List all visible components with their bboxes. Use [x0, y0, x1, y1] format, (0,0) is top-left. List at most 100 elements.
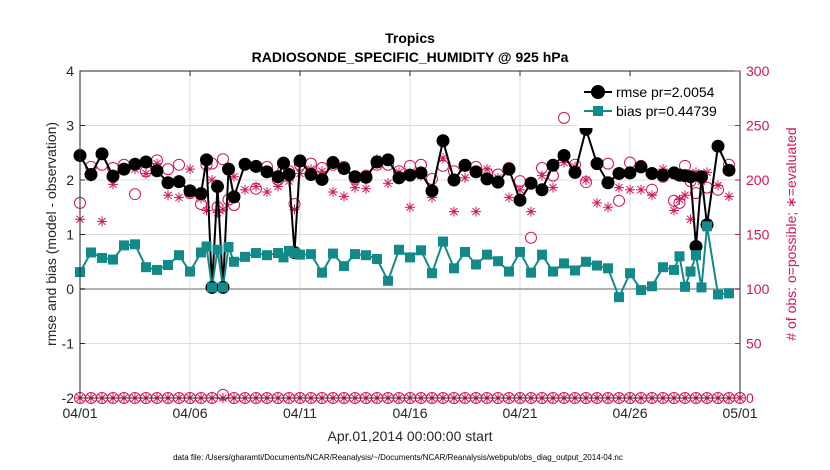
bias-point [702, 221, 712, 232]
bias-point [592, 260, 602, 271]
evaluated-obs-point [669, 205, 679, 216]
evaluated-obs-point [174, 192, 184, 203]
y2-tick-label: 200 [746, 172, 770, 188]
bias-point [383, 275, 393, 286]
rmse-point [568, 165, 582, 179]
bias-point [284, 245, 294, 256]
bias-point [471, 259, 481, 270]
x-tick-label: 04/16 [392, 405, 427, 421]
x-tick-label: 04/01 [62, 405, 97, 421]
bias-point [240, 251, 250, 262]
evaluated-obs-point [504, 192, 514, 203]
rmse-point [502, 162, 516, 176]
bias-point [196, 247, 206, 258]
y2-tick-label: 100 [746, 281, 770, 297]
bias-point [394, 244, 404, 255]
bias-point [559, 258, 569, 269]
rmse-point [128, 157, 142, 171]
rmse-point [260, 165, 274, 179]
x-axis-label: Apr.01,2014 00:00:00 start [327, 428, 492, 444]
bias-point [328, 248, 338, 259]
rmse-point [480, 172, 494, 186]
evaluated-obs-point [537, 170, 547, 181]
rmse-point [84, 168, 98, 182]
bias-point [515, 246, 525, 257]
bias-point [229, 256, 239, 267]
evaluated-obs-point [548, 182, 558, 193]
bias-point [218, 282, 228, 293]
data-series [73, 122, 736, 303]
legend-rmse-label: rmse pr=2.0054 [616, 84, 715, 100]
bias-point [289, 248, 300, 259]
bias-point [152, 264, 162, 275]
evaluated-obs-point [141, 168, 151, 179]
bias-point [108, 254, 118, 265]
rmse-point [436, 134, 450, 148]
evaluated-obs-point [383, 178, 393, 189]
rmse-point [447, 173, 461, 187]
y2-tick-label: 0 [746, 390, 754, 406]
y-axis-label: rmse and bias (model - observation) [43, 122, 59, 346]
rmse-point [117, 162, 131, 176]
rmse-point [139, 155, 153, 169]
bias-point [350, 249, 360, 260]
rmse-point [557, 148, 571, 162]
rmse-point [277, 156, 290, 170]
legend-rmse-marker [591, 85, 605, 99]
rmse-point [227, 190, 241, 204]
y-tick-label: 2 [66, 172, 74, 188]
bias-point [438, 236, 448, 247]
rmse-point [722, 163, 736, 177]
legend: rmse pr=2.0054 bias pr=0.44739 [578, 80, 728, 128]
rmse-point [183, 184, 197, 198]
bias-point [201, 241, 212, 252]
bias-point [625, 268, 635, 279]
ticks: 04/01 04/06 04/11 04/16 04/21 04/26 05/01 -2 -1 0… [62, 63, 770, 421]
evaluated-obs-point [262, 186, 272, 197]
bias-point [449, 263, 459, 274]
bias-point [427, 268, 437, 279]
bias-point [647, 281, 657, 292]
bias-point [685, 266, 696, 277]
rmse-point [392, 171, 406, 185]
evaluated-obs-point [350, 182, 360, 193]
bias-point [405, 252, 415, 263]
evaluated-obs-point [680, 190, 690, 201]
bias-point [317, 267, 327, 278]
evaluated-obs-point [614, 182, 624, 193]
bias-point [713, 289, 723, 300]
bias-point [273, 248, 283, 259]
bias-point [614, 292, 624, 303]
rmse-point [194, 187, 208, 201]
bias-point [207, 282, 217, 293]
y-tick-label: 4 [66, 63, 74, 79]
y-tick-label: 1 [66, 227, 74, 243]
bias-point [482, 249, 492, 260]
y-tick-label: -1 [62, 336, 75, 352]
bias-point [185, 266, 195, 277]
evaluated-obs-point [240, 184, 250, 195]
rmse-point [293, 154, 307, 168]
evaluated-obs-point [713, 180, 723, 191]
evaluated-obs-point [328, 186, 338, 197]
evaluated-obs-point [724, 191, 734, 202]
rmse-point [684, 170, 697, 184]
legend-bias-label: bias pr=0.44739 [616, 103, 717, 119]
bias-point [460, 246, 470, 257]
bias-point [141, 262, 151, 273]
rmse-point [513, 193, 527, 207]
bias-point [674, 251, 685, 262]
rmse-point [469, 165, 483, 179]
rmse-point [535, 183, 549, 197]
possible-obs-point [129, 188, 141, 201]
bias-point [339, 261, 349, 272]
bias-point [416, 245, 426, 256]
rmse-point [304, 168, 318, 182]
evaluated-obs-point [273, 181, 283, 192]
bias-point [548, 266, 558, 277]
evaluated-obs-point [185, 164, 195, 175]
rmse-point [326, 156, 340, 170]
rmse-line [79, 125, 730, 288]
bias-point [223, 242, 234, 253]
